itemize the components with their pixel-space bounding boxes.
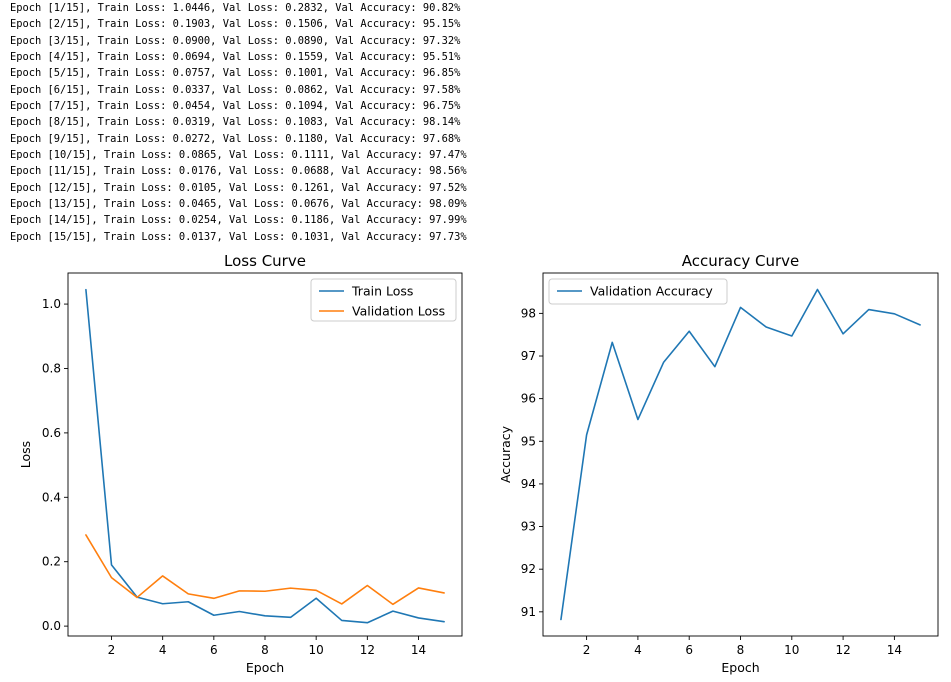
- legend: Validation Accuracy: [548, 278, 728, 305]
- y-tick-label: 0.2: [42, 555, 61, 569]
- plot-frame: [542, 272, 939, 637]
- y-tick-label: 94: [521, 477, 536, 491]
- log-line: Epoch [9/15], Train Loss: 0.0272, Val Lo…: [10, 132, 461, 145]
- x-tick-label: 8: [737, 643, 745, 657]
- series-line: [85, 534, 445, 606]
- y-tick-label: 0.4: [42, 490, 61, 504]
- x-tick-label: 6: [685, 643, 693, 657]
- y-tick-label: 91: [521, 605, 536, 619]
- y-tick-label: 98: [521, 306, 536, 320]
- log-line: Epoch [8/15], Train Loss: 0.0319, Val Lo…: [10, 116, 461, 129]
- log-line: Epoch [6/15], Train Loss: 0.0337, Val Lo…: [10, 83, 461, 96]
- legend-box: [548, 278, 728, 305]
- y-tick-label: 0.8: [42, 361, 61, 375]
- series-line: [85, 288, 445, 624]
- y-tick-label: 97: [521, 349, 536, 363]
- log-line: Epoch [10/15], Train Loss: 0.0865, Val L…: [10, 149, 467, 162]
- x-tick-label: 10: [309, 643, 324, 657]
- log-line: Epoch [12/15], Train Loss: 0.0105, Val L…: [10, 181, 467, 194]
- x-tick-label: 14: [411, 643, 426, 657]
- log-line: Epoch [13/15], Train Loss: 0.0465, Val L…: [10, 198, 467, 211]
- log-line: Epoch [4/15], Train Loss: 0.0694, Val Lo…: [10, 51, 461, 64]
- log-line: Epoch [15/15], Train Loss: 0.0137, Val L…: [10, 230, 467, 243]
- log-line: Epoch [2/15], Train Loss: 0.1903, Val Lo…: [10, 18, 461, 31]
- chart-title: Loss Curve: [224, 252, 306, 270]
- y-tick-label: 96: [521, 392, 536, 406]
- training-log: Epoch [1/15], Train Loss: 1.0446, Val Lo…: [10, 0, 467, 245]
- x-axis-label: Epoch: [721, 660, 759, 675]
- series-line: [560, 288, 921, 621]
- y-tick-label: 1.0: [42, 297, 61, 311]
- log-line: Epoch [1/15], Train Loss: 1.0446, Val Lo…: [10, 2, 461, 14]
- y-axis-label: Accuracy: [498, 425, 513, 483]
- x-tick-label: 14: [887, 643, 902, 657]
- y-tick-label: 93: [521, 520, 536, 534]
- x-tick-label: 12: [360, 643, 375, 657]
- x-tick-label: 8: [261, 643, 269, 657]
- legend-label: Validation Loss: [352, 304, 445, 319]
- log-line: Epoch [3/15], Train Loss: 0.0900, Val Lo…: [10, 34, 461, 47]
- legend: Train Loss Validation Loss: [310, 278, 457, 322]
- legend-label: Validation Accuracy: [590, 284, 713, 299]
- chart-title: Accuracy Curve: [682, 252, 800, 270]
- x-tick-label: 12: [835, 643, 850, 657]
- log-line: Epoch [14/15], Train Loss: 0.0254, Val L…: [10, 214, 467, 227]
- x-tick-label: 6: [210, 643, 218, 657]
- y-tick-label: 0.0: [42, 619, 61, 633]
- x-tick-label: 2: [108, 643, 116, 657]
- legend-box: [310, 278, 457, 322]
- log-line: Epoch [7/15], Train Loss: 0.0454, Val Lo…: [10, 100, 461, 113]
- x-tick-label: 10: [784, 643, 799, 657]
- log-line: Epoch [5/15], Train Loss: 0.0757, Val Lo…: [10, 67, 461, 80]
- y-tick-label: 92: [521, 562, 536, 576]
- y-axis-label: Loss: [18, 441, 33, 468]
- log-line: Epoch [11/15], Train Loss: 0.0176, Val L…: [10, 165, 467, 178]
- x-tick-label: 2: [583, 643, 591, 657]
- y-tick-label: 95: [521, 434, 536, 448]
- x-tick-label: 4: [634, 643, 642, 657]
- x-axis-label: Epoch: [246, 660, 284, 675]
- y-tick-label: 0.6: [42, 426, 61, 440]
- x-tick-label: 4: [159, 643, 167, 657]
- legend-label: Train Loss: [351, 284, 413, 299]
